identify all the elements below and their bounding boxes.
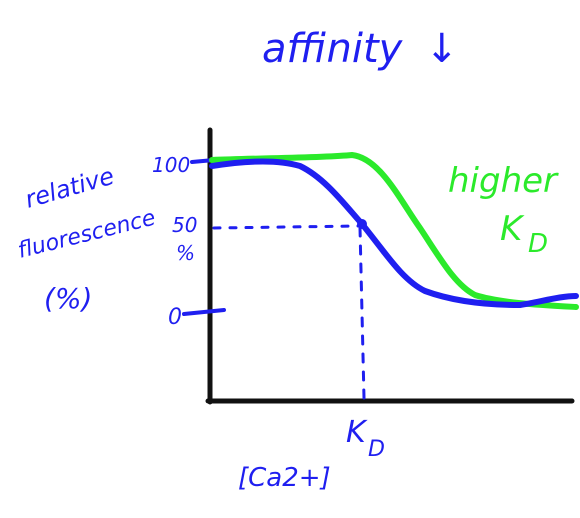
y-tick-100: 100 (152, 153, 190, 177)
higher-kd-label: higher K D (448, 161, 559, 259)
kd-marker-sub: D (368, 437, 385, 462)
blue-curve (209, 158, 579, 309)
title: affinity (262, 26, 404, 72)
y-ticks: 100 50 % 0 (152, 153, 226, 330)
y-tick-0-mark (182, 308, 226, 316)
kd-marker-main: K (346, 415, 368, 450)
higher-kd-line2: K (500, 209, 525, 249)
y-tick-50: 50 (172, 213, 197, 237)
green-curve (209, 151, 579, 310)
higher-kd-line1: higher (448, 161, 559, 201)
y-tick-0: 0 (168, 305, 182, 330)
y-axis-label-line3: (%) (44, 282, 92, 315)
y-axis-label-line2: fluorescence (15, 205, 158, 263)
guide-vertical (358, 226, 366, 400)
title-arrow: ↓ (425, 26, 459, 72)
x-axis-label: [Ca2+] (238, 463, 331, 493)
kd-marker-label: K D (346, 415, 385, 462)
y-axis-label-line1: relative (22, 162, 117, 214)
y-tick-50-unit: % (176, 241, 195, 265)
higher-kd-sub: D (528, 229, 548, 259)
y-axis-label: relative fluorescence (%) (15, 162, 158, 315)
guide-horizontal (212, 224, 360, 230)
